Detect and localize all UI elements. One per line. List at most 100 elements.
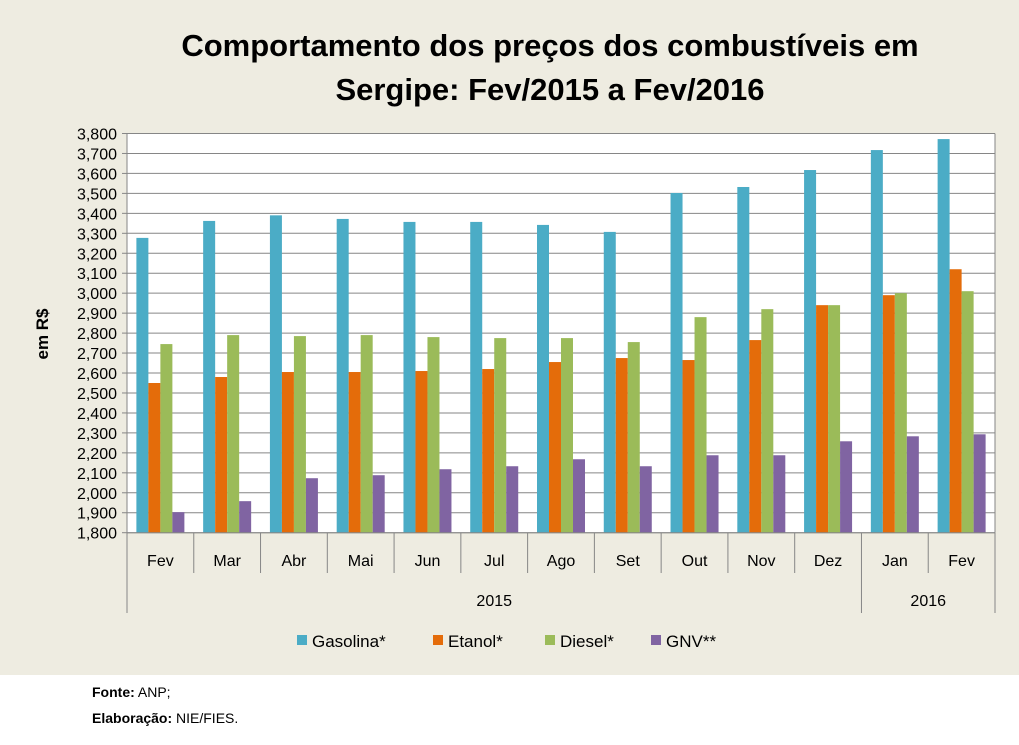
- bar-etanol-1: [215, 377, 228, 533]
- bar-etanol-10: [816, 305, 829, 533]
- x-tick-label: Fev: [147, 553, 174, 570]
- legend-swatch: [651, 635, 661, 645]
- x-group-label: 2016: [910, 593, 946, 610]
- x-tick-label: Out: [682, 553, 708, 570]
- bar-diesel-5: [494, 338, 507, 533]
- bar-etanol-12: [949, 269, 962, 533]
- bar-etanol-2: [281, 372, 294, 533]
- bar-gasolina-5: [470, 221, 483, 533]
- x-tick-label: Nov: [747, 553, 775, 570]
- bar-gnv-12: [973, 434, 986, 533]
- bar-gnv-10: [840, 441, 853, 533]
- y-tick-label: 2,700: [77, 346, 117, 363]
- bar-gasolina-1: [203, 220, 216, 533]
- bar-gasolina-10: [804, 170, 817, 533]
- bar-diesel-11: [894, 293, 907, 533]
- bar-gnv-0: [172, 512, 185, 533]
- y-tick-label: 3,200: [77, 246, 117, 263]
- bar-gnv-4: [439, 469, 452, 533]
- bar-etanol-0: [148, 383, 161, 533]
- bar-diesel-3: [360, 335, 373, 533]
- bar-gasolina-12: [937, 139, 950, 533]
- chart-title: Comportamento dos preços dos combustívei…: [100, 24, 1000, 112]
- y-tick-label: 2,300: [77, 426, 117, 443]
- bar-diesel-12: [961, 291, 974, 533]
- bar-diesel-7: [627, 342, 640, 533]
- bars: [136, 139, 986, 533]
- x-tick-label: Dez: [814, 553, 842, 570]
- y-tick-label: 2,600: [77, 366, 117, 383]
- bar-gnv-5: [506, 466, 519, 533]
- y-tick-label: 1,800: [77, 526, 117, 543]
- bar-diesel-4: [427, 337, 440, 533]
- bar-etanol-5: [482, 369, 495, 533]
- y-tick-label: 1,900: [77, 506, 117, 523]
- x-tick-label: Set: [616, 553, 641, 570]
- legend-swatch: [297, 635, 307, 645]
- y-tick-label: 3,500: [77, 186, 117, 203]
- bar-etanol-7: [615, 358, 628, 533]
- bar-gasolina-3: [336, 218, 349, 533]
- x-tick-label: Mar: [213, 553, 241, 570]
- bar-gasolina-6: [537, 224, 549, 533]
- chart-title-line1: Comportamento dos preços dos combustívei…: [181, 28, 919, 63]
- y-axis-ticks: 1,800 1,900 2,000 2,100 2,200 2,300 2,400 2,500…: [77, 127, 117, 543]
- bar-gasolina-0: [136, 237, 149, 533]
- y-tick-label: 3,000: [77, 286, 117, 303]
- bar-gasolina-9: [737, 186, 750, 533]
- bar-diesel-0: [160, 344, 173, 533]
- bar-etanol-11: [882, 295, 895, 533]
- bar-etanol-9: [749, 340, 762, 533]
- bar-gasolina-4: [403, 221, 416, 533]
- bar-gasolina-8: [670, 192, 683, 533]
- y-axis-label: em R$: [33, 308, 52, 360]
- bar-diesel-1: [227, 335, 240, 533]
- legend-label: Etanol*: [448, 632, 503, 651]
- legend-label: Gasolina*: [312, 632, 386, 651]
- bar-gnv-3: [372, 475, 385, 533]
- y-tick-label: 3,400: [77, 206, 117, 223]
- bar-diesel-8: [694, 317, 707, 533]
- y-tick-label: 3,700: [77, 146, 117, 163]
- bar-gasolina-2: [269, 215, 282, 533]
- y-tick-label: 2,200: [77, 446, 117, 463]
- y-tick-label: 2,000: [77, 486, 117, 503]
- y-tick-label: 3,100: [77, 266, 117, 283]
- y-tick-label: 2,100: [77, 466, 117, 483]
- x-group-label: 2015: [476, 593, 512, 610]
- legend-label: Diesel*: [560, 632, 614, 651]
- source-label: Fonte:: [92, 684, 135, 700]
- x-tick-label: Jul: [484, 553, 504, 570]
- bar-diesel-10: [828, 305, 841, 533]
- bar-diesel-2: [293, 336, 306, 533]
- x-tick-label: Abr: [281, 553, 307, 570]
- y-tick-label: 2,500: [77, 386, 117, 403]
- bar-diesel-9: [761, 309, 774, 533]
- bar-gasolina-7: [603, 231, 616, 533]
- bar-chart: 1,800 1,900 2,000 2,100 2,200 2,300 2,400 2,500…: [33, 127, 996, 651]
- x-tick-label: Ago: [547, 553, 576, 570]
- y-tick-label: 3,600: [77, 166, 117, 183]
- bar-etanol-4: [415, 371, 428, 533]
- y-tick-label: 2,900: [77, 306, 117, 323]
- preparation-label: Elaboração:: [92, 710, 173, 726]
- legend-label: GNV**: [666, 632, 716, 651]
- legend-swatch: [545, 635, 555, 645]
- x-tick-label: Mai: [348, 553, 374, 570]
- preparation-note: Elaboração: NIE/FIES.: [92, 710, 238, 726]
- bar-gnv-11: [906, 436, 919, 533]
- bar-diesel-6: [561, 338, 573, 533]
- preparation-value: NIE/FIES.: [176, 710, 239, 726]
- x-axis: Fev Mar Abr Mai Jun Jul Ago Set Out Nov Dez Jan Fev 2…: [126, 532, 996, 613]
- legend-swatch: [433, 635, 443, 645]
- source-value: ANP;: [137, 684, 171, 700]
- bar-gasolina-11: [870, 150, 883, 533]
- y-tick-label: 3,800: [77, 127, 117, 144]
- bar-gnv-9: [773, 455, 786, 533]
- legend: Gasolina* Etanol* Diesel* GNV**: [297, 632, 716, 651]
- bar-gnv-6: [573, 459, 585, 533]
- bar-etanol-6: [549, 362, 561, 533]
- y-tick-label: 2,800: [77, 326, 117, 343]
- x-tick-label: Jun: [415, 553, 441, 570]
- bar-gnv-1: [239, 501, 252, 533]
